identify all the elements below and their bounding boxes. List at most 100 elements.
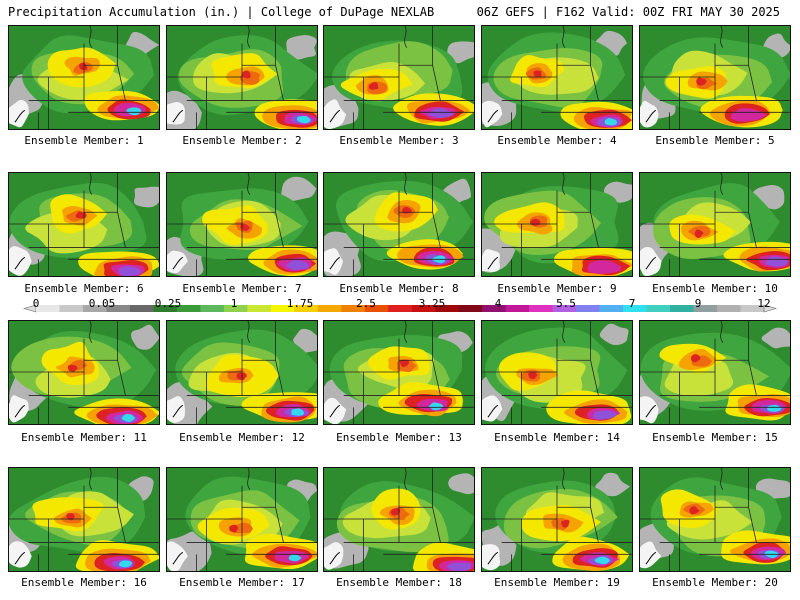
ensemble-member-map-5 [639, 25, 791, 130]
colorbar-swatch [82, 305, 107, 312]
precip-map [167, 173, 317, 276]
map-title: Precipitation Accumulation (in.) | Colle… [8, 5, 435, 19]
colorbar-swatch [129, 305, 154, 312]
ensemble-member-map-19 [481, 467, 633, 572]
ensemble-member-map-15 [639, 320, 791, 425]
colorbar-swatch [693, 305, 718, 312]
ensemble-member-map-2 [166, 25, 318, 130]
ensemble-member-label: Ensemble Member: 15 [652, 431, 778, 444]
precip-map [482, 468, 632, 571]
precip-map [482, 321, 632, 424]
colorbar-swatch [458, 305, 483, 312]
ensemble-member-label: Ensemble Member: 7 [182, 282, 302, 295]
colorbar-swatch [200, 305, 225, 312]
colorbar-right-arrow [763, 304, 778, 313]
colorbar-swatch [294, 305, 319, 312]
ensemble-member-map-9 [481, 172, 633, 277]
ensemble-member-label: Ensemble Member: 2 [182, 134, 302, 147]
run-info: 06Z GEFS | F162 Valid: 00Z FRI MAY 30 20… [476, 5, 780, 19]
precip-map [324, 173, 474, 276]
colorbar-swatch [646, 305, 671, 312]
ensemble-member-label: Ensemble Member: 4 [497, 134, 617, 147]
ensemble-member-map-7 [166, 172, 318, 277]
ensemble-member-label: Ensemble Member: 13 [336, 431, 462, 444]
precip-map [482, 173, 632, 276]
precip-map [167, 468, 317, 571]
colorbar-tick-label: 9 [694, 297, 702, 310]
precip-map [324, 26, 474, 129]
ensemble-member-label: Ensemble Member: 3 [339, 134, 459, 147]
precip-map [324, 321, 474, 424]
precip-map [640, 468, 790, 571]
colorbar-swatch [317, 305, 342, 312]
colorbar-swatch [599, 305, 624, 312]
colorbar-swatch [717, 305, 741, 312]
colorbar-swatch [411, 305, 436, 312]
precipitation-colorbar [22, 304, 778, 313]
ensemble-member-map-20 [639, 467, 791, 572]
colorbar-tick-label: 1 [230, 297, 238, 310]
precip-map [9, 321, 159, 424]
colorbar-swatch [223, 305, 248, 312]
ensemble-member-map-18 [323, 467, 475, 572]
colorbar-tick-label: 4 [494, 297, 502, 310]
colorbar-tick-label: 2.5 [356, 297, 376, 310]
colorbar-swatch [341, 305, 366, 312]
ensemble-member-label: Ensemble Member: 5 [655, 134, 775, 147]
colorbar-swatch [740, 305, 765, 312]
precip-map [9, 468, 159, 571]
ensemble-member-map-17 [166, 467, 318, 572]
ensemble-member-map-3 [323, 25, 475, 130]
ensemble-member-map-14 [481, 320, 633, 425]
colorbar-tick-label: 3.25 [418, 297, 446, 310]
colorbar-swatch [270, 305, 295, 312]
ensemble-member-map-1 [8, 25, 160, 130]
ensemble-member-map-16 [8, 467, 160, 572]
colorbar-swatch [623, 305, 647, 312]
ensemble-member-label: Ensemble Member: 14 [494, 431, 620, 444]
precip-map [9, 26, 159, 129]
colorbar-swatch [505, 305, 530, 312]
ensemble-member-map-4 [481, 25, 633, 130]
ensemble-member-label: Ensemble Member: 16 [21, 576, 147, 589]
ensemble-member-map-6 [8, 172, 160, 277]
colorbar-swatch [106, 305, 131, 312]
colorbar-swatch [576, 305, 600, 312]
colorbar-tick-label: 0.25 [154, 297, 182, 310]
ensemble-member-label: Ensemble Member: 11 [21, 431, 147, 444]
colorbar-swatch [482, 305, 506, 312]
precip-map [324, 468, 474, 571]
colorbar-swatch [435, 305, 460, 312]
colorbar-swatch [247, 305, 272, 312]
colorbar-swatch [176, 305, 201, 312]
ensemble-member-map-10 [639, 172, 791, 277]
colorbar-swatch [670, 305, 694, 312]
ensemble-member-label: Ensemble Member: 10 [652, 282, 778, 295]
precip-map [640, 26, 790, 129]
colorbar-swatch [552, 305, 577, 312]
colorbar-tick-label: 12 [757, 297, 771, 310]
precip-map [9, 173, 159, 276]
ensemble-member-label: Ensemble Member: 1 [24, 134, 144, 147]
ensemble-member-map-13 [323, 320, 475, 425]
precip-map [167, 321, 317, 424]
precip-map [167, 26, 317, 129]
ensemble-member-label: Ensemble Member: 19 [494, 576, 620, 589]
ensemble-member-map-8 [323, 172, 475, 277]
colorbar-swatch [153, 305, 178, 312]
precip-map [640, 173, 790, 276]
colorbar-swatch [529, 305, 553, 312]
precip-map [640, 321, 790, 424]
ensemble-member-map-12 [166, 320, 318, 425]
colorbar-tick-label: 7 [628, 297, 636, 310]
ensemble-member-label: Ensemble Member: 12 [179, 431, 305, 444]
colorbar-tick-label: 5.5 [556, 297, 576, 310]
colorbar-swatch [388, 305, 413, 312]
ensemble-member-map-11 [8, 320, 160, 425]
colorbar-tick-label: 1.75 [286, 297, 314, 310]
colorbar-tick-label: 0.05 [88, 297, 116, 310]
colorbar-tick-label: 0 [32, 297, 40, 310]
colorbar-swatch [36, 305, 60, 312]
ensemble-member-label: Ensemble Member: 18 [336, 576, 462, 589]
ensemble-member-label: Ensemble Member: 9 [497, 282, 617, 295]
